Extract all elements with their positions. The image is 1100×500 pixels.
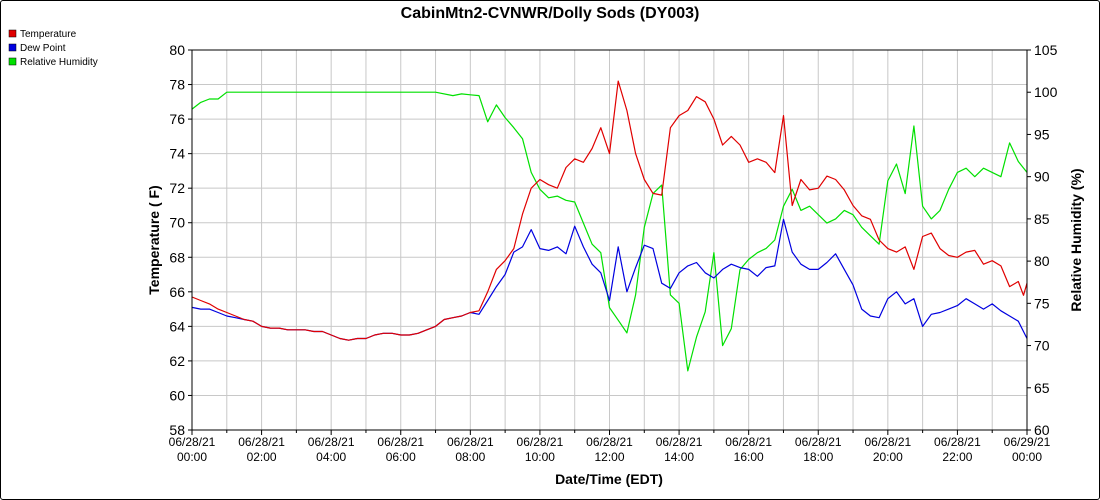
y-left-tick-label: 66 <box>169 284 185 300</box>
y-left-tick-label: 76 <box>169 111 185 127</box>
y-right-tick-label: 85 <box>1034 211 1050 227</box>
y-left-tick-label: 70 <box>169 215 185 231</box>
x-tick-label-date: 06/28/21 <box>795 435 842 449</box>
x-tick-label-time: 08:00 <box>455 450 485 464</box>
x-tick-label-time: 22:00 <box>942 450 972 464</box>
legend-swatch-relative-humidity <box>8 57 17 66</box>
series-lines <box>191 80 1028 372</box>
x-tick-label-time: 02:00 <box>247 450 277 464</box>
x-tick-label-date: 06/28/21 <box>517 435 564 449</box>
x-axis-ticks: 06/28/2100:0006/28/2102:0006/28/2104:000… <box>169 430 1051 464</box>
y-right-tick-label: 75 <box>1034 295 1050 311</box>
x-tick-label-date: 06/28/21 <box>238 435 285 449</box>
legend-entry-dew-point: Dew Point <box>8 43 66 54</box>
x-tick-label-date: 06/28/21 <box>308 435 355 449</box>
legend-swatch-dew-point <box>8 43 17 52</box>
y-axis-left-title: Temperature ( F) <box>146 185 162 294</box>
y-right-tick-label: 70 <box>1034 338 1050 354</box>
x-tick-label-time: 04:00 <box>316 450 346 464</box>
y-right-tick-label: 80 <box>1034 253 1050 269</box>
x-tick-label-date: 06/28/21 <box>447 435 494 449</box>
y-right-tick-label: 105 <box>1034 42 1058 58</box>
x-tick-label-date: 06/28/21 <box>725 435 772 449</box>
y-left-tick-label: 60 <box>169 387 185 403</box>
legend-label-dew-point: Dew Point <box>20 43 66 54</box>
x-tick-label-time: 10:00 <box>525 450 555 464</box>
x-tick-label-time: 20:00 <box>873 450 903 464</box>
x-tick-label-time: 00:00 <box>1012 450 1042 464</box>
x-tick-label-date: 06/29/21 <box>1004 435 1051 449</box>
y-left-tick-label: 58 <box>169 422 185 438</box>
x-tick-label-time: 14:00 <box>664 450 694 464</box>
y-left-tick-label: 80 <box>169 42 185 58</box>
series-line-relative-humidity <box>191 91 1028 372</box>
y-left-tick-label: 72 <box>169 180 185 196</box>
y-axis-right-ticks: 60 65 70 75 80 85 90 95 100 105 <box>1027 42 1058 438</box>
legend-label-relative-humidity: Relative Humidity <box>20 57 98 68</box>
y-left-tick-label: 64 <box>169 318 185 334</box>
x-tick-label-date: 06/28/21 <box>934 435 981 449</box>
legend-swatch-temperature <box>8 29 17 38</box>
y-right-tick-label: 60 <box>1034 422 1050 438</box>
y-left-tick-label: 62 <box>169 353 185 369</box>
x-tick-label-date: 06/28/21 <box>377 435 424 449</box>
x-tick-label-date: 06/28/21 <box>864 435 911 449</box>
chart-title: CabinMtn2-CVNWR/Dolly Sods (DY003) <box>401 5 700 22</box>
x-tick-label-time: 16:00 <box>734 450 764 464</box>
legend-entry-relative-humidity: Relative Humidity <box>8 57 98 68</box>
x-axis-title: Date/Time (EDT) <box>555 471 663 487</box>
x-tick-label-date: 06/28/21 <box>169 435 216 449</box>
legend-entry-temperature: Temperature <box>8 29 77 40</box>
grid <box>191 49 1028 431</box>
y-right-tick-label: 95 <box>1034 126 1050 142</box>
y-left-tick-label: 78 <box>169 77 185 93</box>
x-tick-label-time: 00:00 <box>177 450 207 464</box>
y-right-tick-label: 100 <box>1034 84 1058 100</box>
series-line-temperature <box>191 80 1028 341</box>
y-right-tick-label: 65 <box>1034 380 1050 396</box>
x-tick-label-time: 18:00 <box>803 450 833 464</box>
y-left-tick-label: 74 <box>169 146 185 162</box>
y-left-tick-label: 68 <box>169 249 185 265</box>
y-axis-left-ticks: 58 60 62 64 66 68 70 72 74 76 78 80 <box>169 42 192 438</box>
x-tick-label-date: 06/28/21 <box>586 435 633 449</box>
x-tick-label-time: 12:00 <box>594 450 624 464</box>
x-tick-label-date: 06/28/21 <box>656 435 703 449</box>
y-axis-right-title: Relative Humidity (%) <box>1068 168 1084 311</box>
legend-label-temperature: Temperature <box>20 29 77 40</box>
legend: Temperature Dew Point Relative Humidity <box>8 29 98 68</box>
x-tick-label-time: 06:00 <box>386 450 416 464</box>
y-right-tick-label: 90 <box>1034 169 1050 185</box>
